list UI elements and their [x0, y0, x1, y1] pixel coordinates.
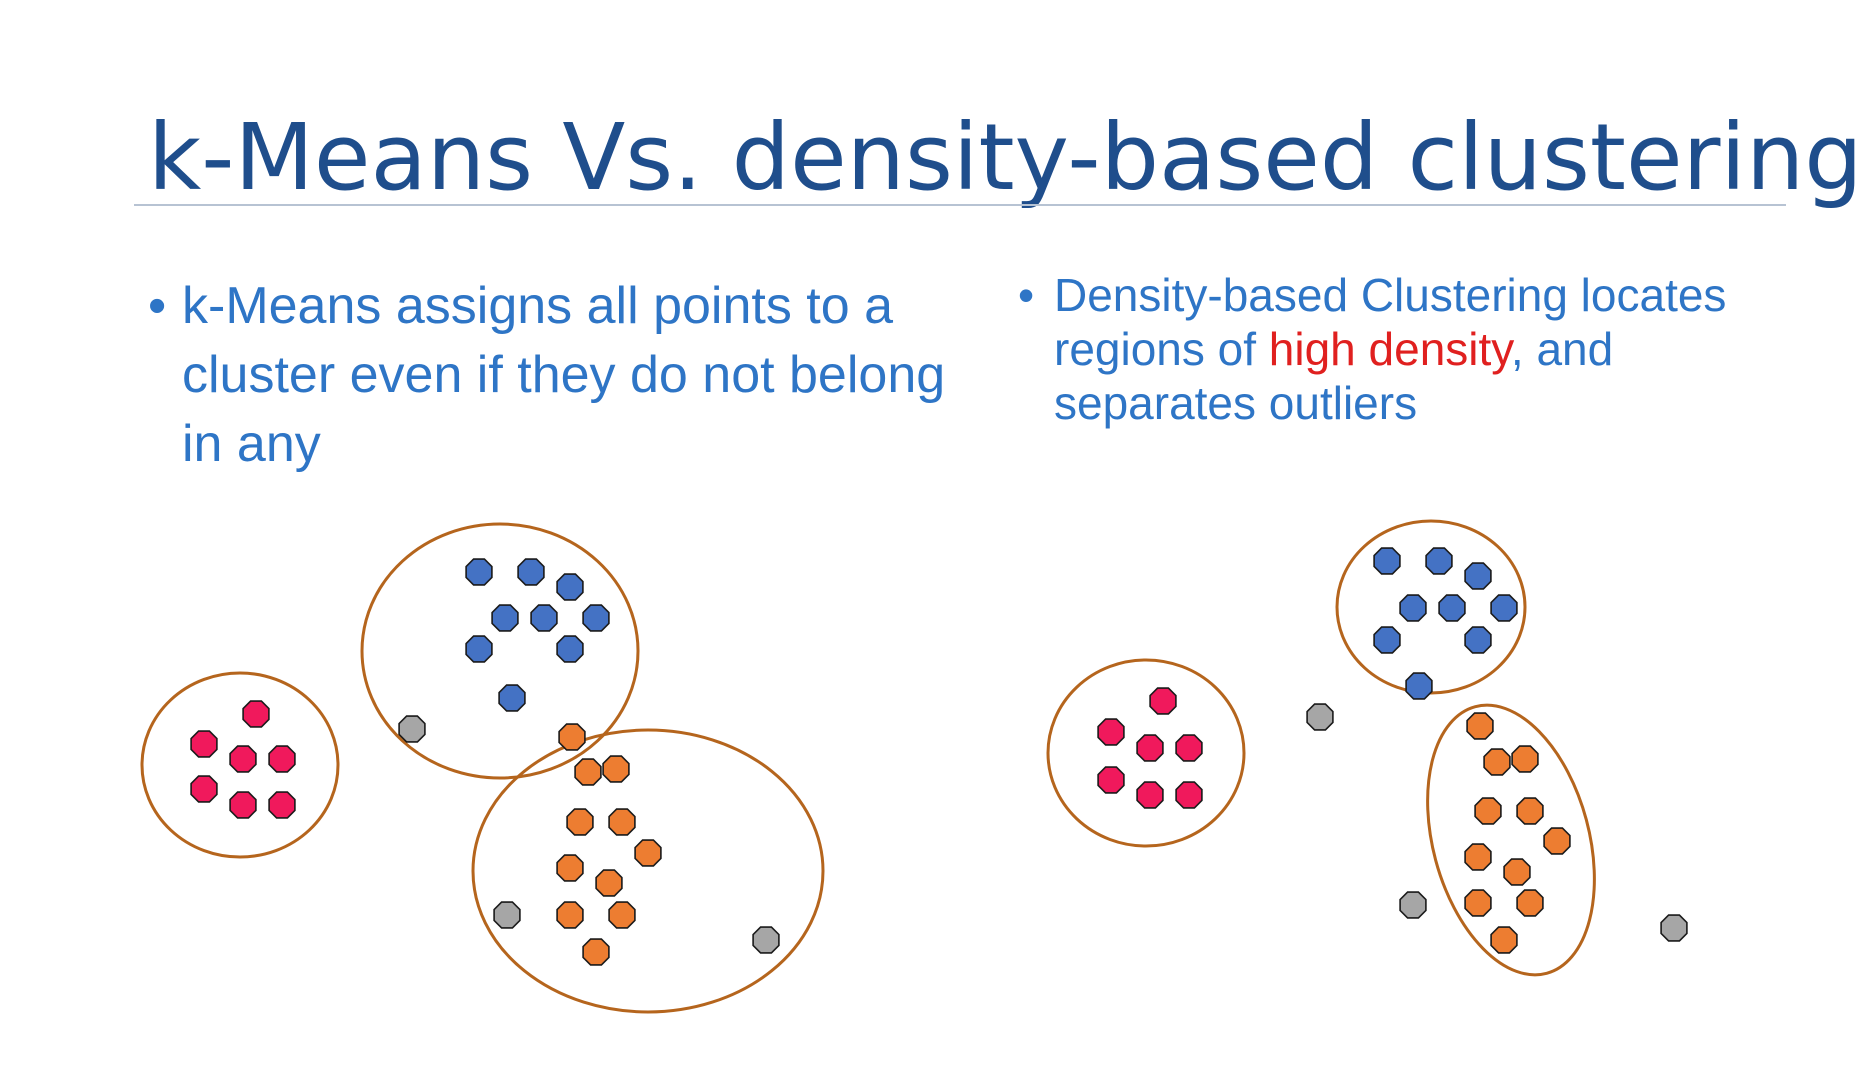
kmeans-pink-point: [242, 700, 270, 728]
density-outlier-point: [1306, 703, 1334, 731]
kmeans-outlier-point: [398, 715, 426, 743]
density-blue-point: [1490, 594, 1518, 622]
density-pink-point: [1175, 781, 1203, 809]
density-blue-point: [1373, 547, 1401, 575]
kmeans-orange-cluster-outline: [471, 728, 825, 1014]
density-blue-point: [1464, 562, 1492, 590]
density-diagram: [1046, 519, 1688, 977]
density-outlier-point: [1660, 914, 1688, 942]
density-blue-point: [1464, 626, 1492, 654]
kmeans-pink-cluster-outline: [140, 671, 340, 859]
kmeans-blue-point: [465, 635, 493, 663]
kmeans-pink-point: [268, 791, 296, 819]
kmeans-orange-point: [608, 901, 636, 929]
kmeans-blue-point: [556, 573, 584, 601]
density-orange-point: [1474, 797, 1502, 825]
bullet-density: • Density-based Clustering locates regio…: [1018, 268, 1808, 430]
kmeans-pink-point: [190, 775, 218, 803]
bullet-dot-icon: •: [148, 277, 167, 335]
kmeans-orange-point: [608, 808, 636, 836]
kmeans-orange-point: [556, 901, 584, 929]
density-orange-point: [1516, 797, 1544, 825]
density-pink-point: [1097, 718, 1125, 746]
kmeans-blue-point: [582, 604, 610, 632]
kmeans-orange-point: [566, 808, 594, 836]
density-orange-point: [1490, 926, 1518, 954]
kmeans-pink-point: [229, 791, 257, 819]
kmeans-blue-cluster-outline: [360, 522, 640, 780]
kmeans-orange-point: [582, 938, 610, 966]
bullet-density-text: Density-based Clustering locates regions…: [1054, 268, 1808, 430]
density-pink-point: [1136, 781, 1164, 809]
high-density-highlight: high density: [1268, 323, 1511, 375]
kmeans-outlier-point: [752, 926, 780, 954]
density-orange-point: [1543, 827, 1571, 855]
kmeans-orange-point: [574, 758, 602, 786]
density-orange-point: [1483, 748, 1511, 776]
kmeans-outlier-point: [493, 901, 521, 929]
density-outlier-point: [1399, 891, 1427, 919]
kmeans-orange-point: [558, 723, 586, 751]
bullet-density-text-after: , and separates outliers: [1054, 323, 1614, 429]
kmeans-pink-point: [268, 745, 296, 773]
density-pink-cluster-outline: [1046, 658, 1246, 848]
density-pink-point: [1149, 687, 1177, 715]
density-orange-point: [1503, 858, 1531, 886]
kmeans-orange-point: [634, 839, 662, 867]
bullet-density-text-before: Density-based Clustering locates regions…: [1054, 269, 1727, 375]
slide-title: k-Means Vs. density-based clustering: [148, 104, 1863, 211]
kmeans-pink-point: [190, 730, 218, 758]
kmeans-diagram: [140, 522, 825, 1014]
density-blue-point: [1373, 626, 1401, 654]
title-divider: [134, 204, 1786, 206]
kmeans-orange-point: [602, 755, 630, 783]
density-blue-point: [1425, 547, 1453, 575]
density-orange-point: [1466, 712, 1494, 740]
kmeans-blue-point: [556, 635, 584, 663]
density-orange-cluster-outline: [1426, 703, 1596, 977]
density-blue-point: [1405, 672, 1433, 700]
density-pink-point: [1136, 734, 1164, 762]
kmeans-blue-point: [530, 604, 558, 632]
kmeans-orange-point: [595, 869, 623, 897]
bottom-edge: [110, 1074, 1868, 1080]
kmeans-blue-point: [491, 604, 519, 632]
density-orange-point: [1516, 889, 1544, 917]
bullet-kmeans-text: k-Means assigns all points to a cluster …: [182, 277, 946, 473]
density-blue-point: [1399, 594, 1427, 622]
density-orange-point: [1511, 745, 1539, 773]
density-pink-point: [1097, 766, 1125, 794]
kmeans-orange-point: [556, 854, 584, 882]
kmeans-blue-point: [498, 684, 526, 712]
kmeans-blue-point: [465, 558, 493, 586]
bullet-kmeans: • k-Means assigns all points to a cluste…: [148, 272, 948, 479]
kmeans-pink-point: [229, 745, 257, 773]
kmeans-blue-point: [517, 558, 545, 586]
density-orange-point: [1464, 843, 1492, 871]
density-blue-point: [1438, 594, 1466, 622]
bullet-dot-icon: •: [1018, 269, 1035, 321]
density-orange-point: [1464, 889, 1492, 917]
density-pink-point: [1175, 734, 1203, 762]
